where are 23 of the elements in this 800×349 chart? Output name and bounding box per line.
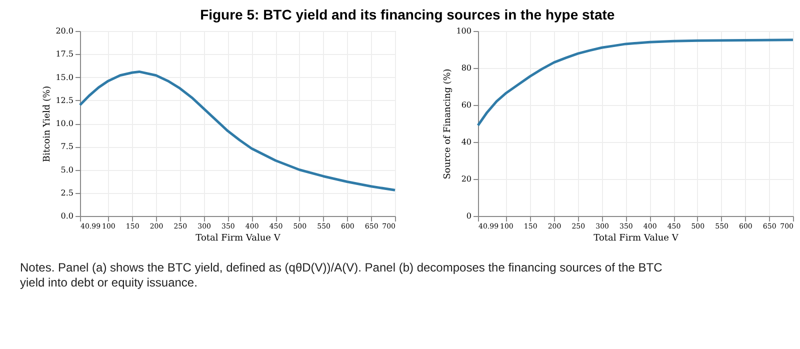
x-axis-title: Total Firm Value V xyxy=(594,234,679,244)
y-tick-label: 10.0 xyxy=(56,119,74,128)
y-tick-label: 60 xyxy=(461,100,472,110)
y-tick-label: 20 xyxy=(461,174,472,184)
y-tick-label: 17.5 xyxy=(56,50,74,59)
line-series xyxy=(78,70,396,192)
y-tick-label: 12.5 xyxy=(56,96,74,105)
y-tick-label: 0.0 xyxy=(60,212,74,220)
y-tick-label: 0 xyxy=(466,212,472,220)
y-tick-label: 20.0 xyxy=(56,26,74,36)
y-tick-label: 100 xyxy=(456,26,472,36)
y-tick-label: 80 xyxy=(461,64,472,72)
y-tick-label: 5.0 xyxy=(60,165,74,174)
y-tick-label: 15.0 xyxy=(56,72,74,82)
y-tick-label: 7.5 xyxy=(60,142,74,152)
y-tick-label: 40 xyxy=(461,138,472,146)
chart-title: Figure 5: BTC yield and its financing sources in the hype state xyxy=(200,6,615,22)
x-axis-title: Total Firm Value V xyxy=(196,234,281,244)
y-axis-title: Bitcoin Yield (%) xyxy=(42,86,53,162)
y-tick-label: 2.5 xyxy=(60,188,74,198)
text: Notes. Panel (a) shows the BTC yield, defined as (qθD(V))/A(V). Panel (b) decomposes the financing sources of the BTC yield into debt or equity issuance. xyxy=(20,260,663,290)
y-axis-title: Source of Financing (%) xyxy=(443,68,454,180)
line-series xyxy=(476,38,794,127)
